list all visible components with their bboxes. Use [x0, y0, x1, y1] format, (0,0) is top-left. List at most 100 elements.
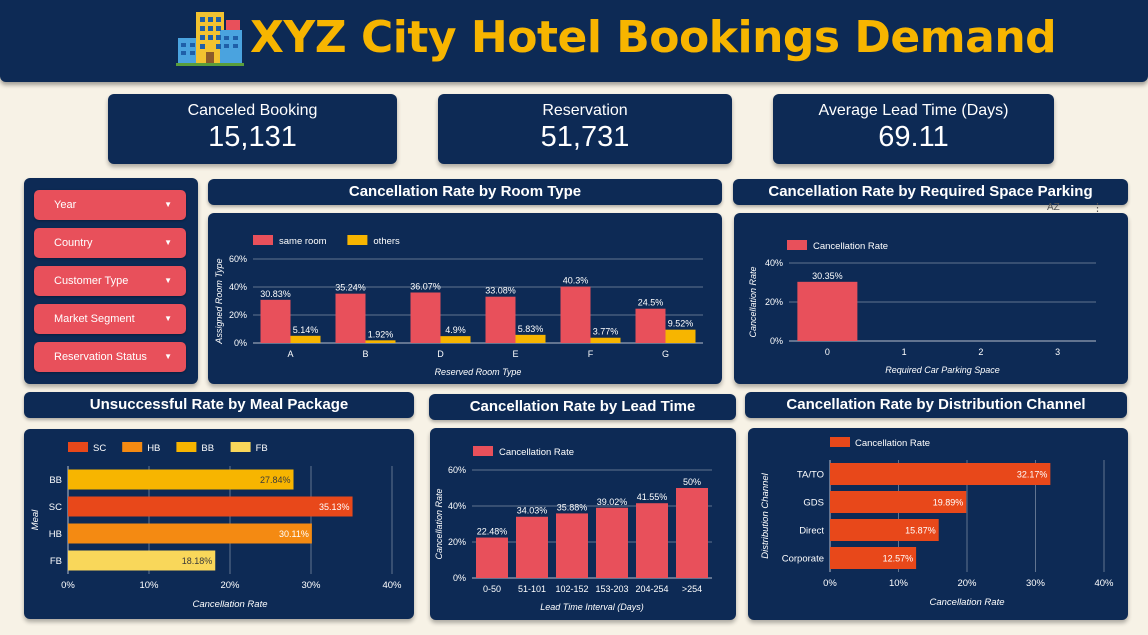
kpi-label: Average Lead Time (Days) [818, 102, 1009, 119]
bar [440, 336, 471, 343]
legend-swatch [176, 442, 197, 452]
data-label: 22.48% [477, 527, 508, 537]
bar [590, 337, 621, 343]
legend-label: FB [256, 443, 268, 454]
kpi-value: 51,731 [540, 121, 630, 153]
x-tick-label: E [512, 349, 518, 359]
data-label: 19.89% [933, 498, 964, 508]
chevron-down-icon: ▼ [164, 200, 172, 209]
bar [830, 519, 939, 541]
x-tick-label: 0-50 [483, 584, 501, 594]
bar [365, 340, 396, 343]
chart-title-distribution: Cancellation Rate by Distribution Channe… [745, 392, 1127, 418]
data-label: 50% [683, 477, 701, 487]
x-tick-label: 20% [957, 578, 977, 589]
bar [476, 537, 508, 578]
x-tick-label: G [662, 349, 669, 359]
y-tick-label: 40% [229, 282, 247, 292]
y-tick-label: 60% [448, 465, 466, 475]
x-axis-title: Cancellation Rate [930, 597, 1005, 608]
sort-icon[interactable]: AZ [1047, 202, 1060, 213]
bar [516, 516, 548, 578]
filter-year[interactable]: Year ▼ [34, 190, 186, 220]
bar [635, 308, 666, 343]
data-label: 30.11% [279, 529, 309, 539]
filter-label: Reservation Status [54, 351, 147, 363]
kpi-value: 15,131 [208, 121, 297, 153]
kpi-value: 69.11 [878, 121, 949, 153]
y-tick-label: GDS [803, 498, 824, 509]
data-label: 4.9% [445, 325, 466, 335]
y-axis-title: Distribution Channel [760, 472, 771, 558]
bar [665, 329, 696, 343]
data-label: 3.77% [593, 327, 619, 337]
legend-swatch [473, 446, 493, 456]
chevron-down-icon: ▼ [164, 276, 172, 285]
data-label: 39.02% [597, 497, 628, 507]
x-axis-title: Cancellation Rate [193, 599, 268, 610]
chart-title-parking: Cancellation Rate by Required Space Park… [733, 179, 1128, 205]
data-label: 30.35% [812, 271, 843, 281]
data-label: 36.07% [410, 282, 441, 292]
data-label: 12.57% [883, 554, 914, 564]
data-label: 1.92% [368, 329, 394, 339]
x-axis-title: Reserved Room Type [435, 367, 522, 377]
y-tick-label: TA/TO [797, 470, 824, 481]
data-label: 18.18% [182, 556, 213, 566]
filter-label: Country [54, 237, 93, 249]
y-tick-label: SC [49, 502, 62, 513]
chevron-down-icon: ▼ [164, 352, 172, 361]
y-tick-label: 0% [770, 336, 783, 346]
kpi-label: Canceled Booking [187, 102, 318, 119]
data-label: 34.03% [517, 506, 548, 516]
data-label: 35.24% [335, 283, 366, 293]
parking-chart: 0% 20% 40% 0 30.35% 1 2 3 Required Car Parking S… [748, 240, 1096, 375]
y-tick-label: BB [49, 475, 62, 486]
filter-market-segment[interactable]: Market Segment ▼ [34, 304, 186, 334]
hotel-icon [176, 12, 244, 66]
lead-time-chart: 0% 20% 40% 60% 0-50 22.48% 51-101 34.03% 102-152… [434, 446, 712, 612]
y-axis-title: Cancellation Rate [434, 488, 444, 559]
y-tick-label: 20% [229, 310, 247, 320]
chart-title-room-type: Cancellation Rate by Room Type [208, 179, 722, 205]
kpi-reservation: Reservation 51,731 [438, 94, 732, 164]
x-tick-label: 102-152 [555, 584, 588, 594]
x-tick-label: 0% [823, 578, 837, 589]
filter-customer-type[interactable]: Customer Type ▼ [34, 266, 186, 296]
bar [410, 292, 441, 343]
filter-reservation-status[interactable]: Reservation Status ▼ [34, 342, 186, 372]
legend-label: SC [93, 443, 106, 454]
filter-country[interactable]: Country ▼ [34, 228, 186, 258]
data-label: 15.87% [905, 526, 936, 536]
data-label: 9.52% [668, 319, 694, 329]
bar [515, 334, 546, 343]
chart-panel-parking: 0% 20% 40% 0 30.35% 1 2 3 Required Car Parking S… [734, 213, 1128, 384]
chart-title-lead-time: Cancellation Rate by Lead Time [429, 394, 736, 420]
filter-label: Market Segment [54, 313, 135, 325]
bar [68, 550, 216, 571]
kpi-label: Reservation [542, 102, 628, 119]
data-label: 41.55% [637, 492, 668, 502]
x-tick-label: 2 [978, 347, 983, 357]
chart-title-meal: Unsuccessful Rate by Meal Package [24, 392, 414, 418]
more-options-icon[interactable]: ⋮ [1092, 202, 1103, 214]
bar [636, 503, 668, 578]
x-tick-label: 10% [889, 578, 909, 589]
bar [485, 296, 516, 343]
x-tick-label: 51-101 [518, 584, 546, 594]
chart-panel-lead-time: 0% 20% 40% 60% 0-50 22.48% 51-101 34.03% 102-152… [430, 428, 736, 620]
bar [830, 463, 1051, 485]
data-label: 35.13% [319, 502, 350, 512]
x-axis-title: Lead Time Interval (Days) [540, 602, 643, 612]
data-label: 30.83% [260, 289, 291, 299]
legend-swatch [230, 442, 251, 452]
data-label: 33.08% [485, 286, 516, 296]
y-tick-label: 0% [234, 338, 247, 348]
data-label: 5.14% [293, 325, 319, 335]
distribution-chart: 0% 10% 20% 30% 40% TA/TO 32.17% GDS 19.89% Direct… [760, 437, 1114, 608]
y-tick-label: 0% [453, 573, 466, 583]
kpi-average-lead-time: Average Lead Time (Days) 69.11 [773, 94, 1054, 164]
legend-label: others [373, 236, 400, 247]
chevron-down-icon: ▼ [164, 238, 172, 247]
x-tick-label: 0% [61, 580, 75, 591]
